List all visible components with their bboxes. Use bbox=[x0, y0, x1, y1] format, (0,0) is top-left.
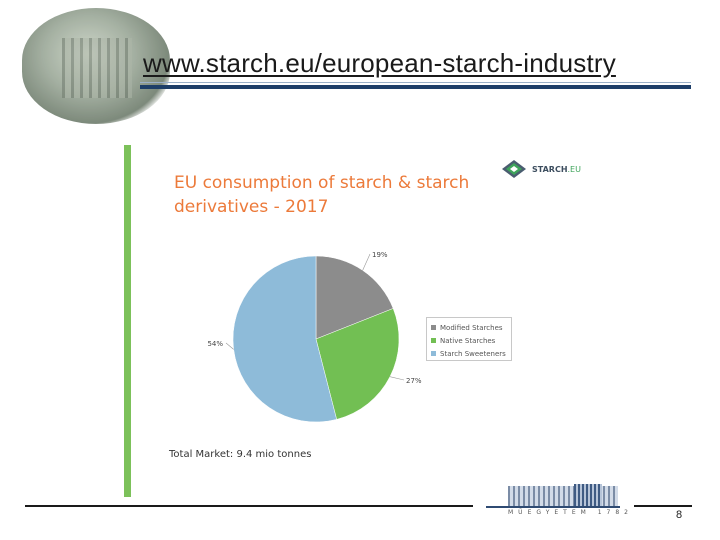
slide-title-link[interactable]: www.starch.eu/european-starch-industry bbox=[143, 48, 616, 78]
legend-swatch bbox=[431, 325, 436, 330]
pie-data-label: 19% bbox=[372, 251, 388, 259]
total-market-note: Total Market: 9.4 mio tonnes bbox=[169, 449, 312, 460]
legend-item: Native Starches bbox=[431, 334, 507, 347]
legend-swatch bbox=[431, 338, 436, 343]
page-number: 8 bbox=[676, 509, 683, 521]
footer-dome-graphic bbox=[574, 484, 602, 506]
chart-title: EU consumption of starch & starch deriva… bbox=[174, 173, 470, 217]
pie-leader-line bbox=[362, 253, 371, 271]
starch-eu-logo: STARCH.EU bbox=[500, 156, 581, 182]
header-building-photo bbox=[22, 8, 170, 124]
building-graphic bbox=[62, 38, 132, 98]
legend-swatch bbox=[431, 351, 436, 356]
starch-eu-logo-text: STARCH.EU bbox=[532, 164, 581, 174]
footer-logo-text: MŰEGYETEM 1782 bbox=[508, 509, 633, 516]
pie-leader-line bbox=[225, 342, 234, 350]
footer-rule-left bbox=[25, 505, 473, 507]
university-footer-logo: MŰEGYETEM 1782 bbox=[486, 484, 628, 518]
starch-eu-logo-icon bbox=[502, 160, 526, 178]
pie-data-label: 27% bbox=[406, 377, 422, 385]
pie-slice-native-starches bbox=[315, 308, 400, 420]
pie-data-label: 54% bbox=[207, 340, 223, 348]
legend-item: Modified Starches bbox=[431, 321, 507, 334]
title-underline bbox=[140, 85, 691, 89]
legend-label: Native Starches bbox=[440, 336, 496, 345]
footer-logo-base bbox=[486, 506, 620, 508]
pie-slice-modified-starches bbox=[315, 255, 394, 340]
legend-item: Starch Sweeteners bbox=[431, 347, 507, 360]
chart-legend: Modified Starches Native Starches Starch S… bbox=[426, 317, 512, 361]
pie-leader-line bbox=[389, 376, 405, 381]
accent-bar bbox=[124, 145, 131, 497]
legend-label: Modified Starches bbox=[440, 323, 503, 332]
legend-label: Starch Sweeteners bbox=[440, 349, 506, 358]
footer-rule-right bbox=[634, 505, 692, 507]
title-underline-thin bbox=[140, 82, 691, 83]
